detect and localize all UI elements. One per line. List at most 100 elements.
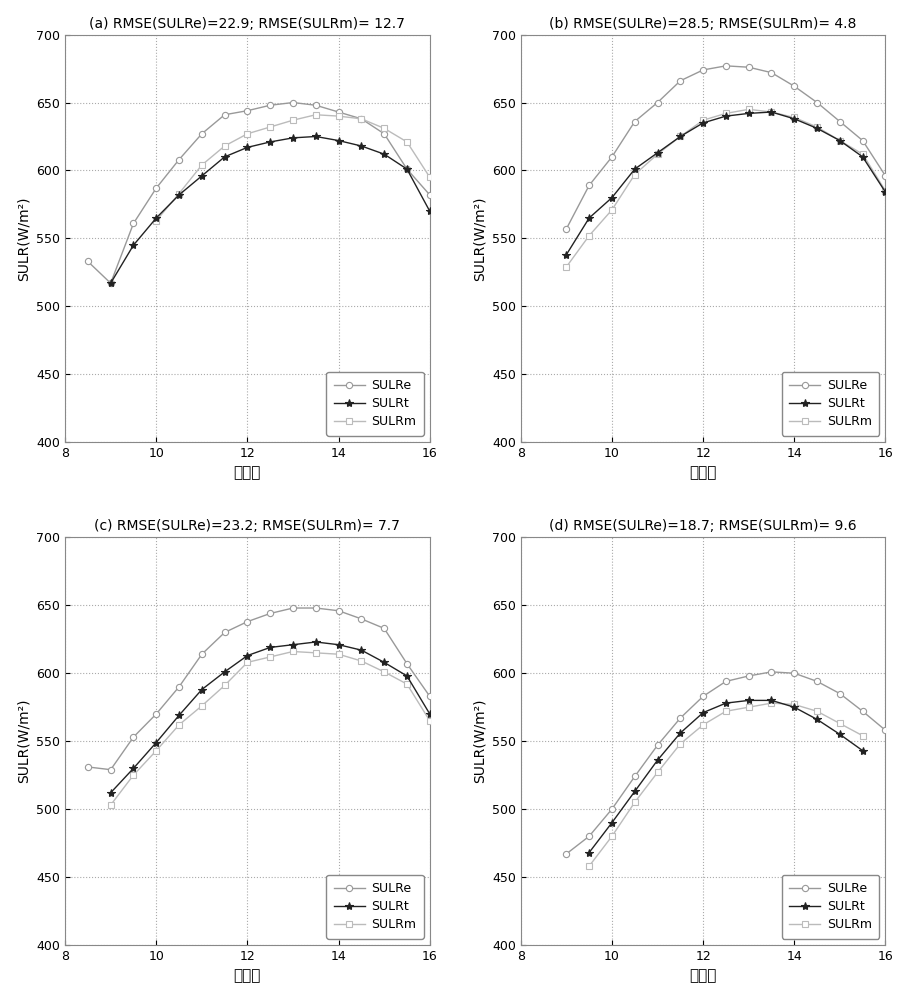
SULRt	[401, 163, 412, 175]
SULRe	[561, 848, 571, 860]
Y-axis label: SULR(W/m²): SULR(W/m²)	[472, 699, 486, 783]
SULRe	[652, 97, 663, 109]
SULRe	[766, 67, 777, 79]
Line: SULRm: SULRm	[107, 648, 433, 808]
Line: SULRe: SULRe	[85, 99, 433, 286]
SULRe	[106, 277, 116, 289]
Legend: SULRe, SULRt, SULRm: SULRe, SULRt, SULRm	[782, 372, 879, 436]
SULRt	[766, 694, 777, 706]
SULRm	[857, 730, 868, 742]
Title: (a) RMSE(SULRe)=22.9; RMSE(SULRm)= 12.7: (a) RMSE(SULRe)=22.9; RMSE(SULRm)= 12.7	[89, 17, 405, 31]
SULRt	[652, 754, 663, 766]
SULRe	[83, 255, 94, 267]
SULRe	[356, 613, 367, 625]
SULRm	[310, 109, 321, 121]
SULRm	[219, 140, 230, 152]
SULRe	[652, 739, 663, 751]
SULRe	[288, 97, 298, 109]
SULRm	[424, 171, 435, 183]
Line: SULRm: SULRm	[586, 700, 865, 869]
SULRe	[128, 217, 139, 229]
SULRe	[174, 681, 185, 693]
SULRm	[583, 230, 594, 242]
SULRm	[174, 188, 185, 200]
SULRt	[356, 644, 367, 656]
Line: SULRm: SULRm	[153, 112, 433, 224]
SULRt	[356, 140, 367, 152]
SULRt	[812, 713, 823, 725]
SULRt	[834, 728, 845, 740]
SULRm	[812, 121, 823, 133]
SULRm	[652, 766, 663, 778]
SULRm	[219, 679, 230, 691]
SULRe	[583, 830, 594, 842]
SULRt	[219, 151, 230, 163]
Line: SULRt: SULRt	[106, 638, 434, 797]
SULRm	[242, 128, 253, 140]
SULRm	[106, 799, 116, 811]
SULRt	[789, 701, 800, 713]
Title: (b) RMSE(SULRe)=28.5; RMSE(SULRm)= 4.8: (b) RMSE(SULRe)=28.5; RMSE(SULRm)= 4.8	[550, 17, 857, 31]
SULRt	[288, 132, 298, 144]
SULRe	[83, 761, 94, 773]
SULRe	[151, 708, 162, 720]
SULRe	[379, 622, 389, 634]
SULRm	[128, 769, 139, 781]
SULRt	[265, 136, 276, 148]
Y-axis label: SULR(W/m²): SULR(W/m²)	[472, 196, 486, 281]
SULRe	[242, 105, 253, 117]
SULRm	[630, 796, 641, 808]
SULRe	[675, 712, 686, 724]
SULRm	[401, 678, 412, 690]
SULRm	[630, 169, 641, 181]
SULRt	[333, 639, 344, 651]
SULRe	[789, 80, 800, 92]
SULRm	[743, 701, 754, 713]
SULRe	[721, 675, 732, 687]
SULRt	[721, 110, 732, 122]
SULRm	[880, 185, 891, 197]
SULRm	[789, 111, 800, 123]
SULRm	[197, 159, 207, 171]
SULRe	[197, 128, 207, 140]
SULRt	[128, 239, 139, 251]
SULRm	[766, 106, 777, 118]
SULRt	[698, 117, 709, 129]
SULRe	[106, 764, 116, 776]
Legend: SULRe, SULRt, SULRm: SULRe, SULRt, SULRm	[326, 372, 423, 436]
SULRt	[698, 707, 709, 719]
SULRe	[857, 135, 868, 147]
SULRm	[812, 705, 823, 717]
SULRt	[675, 130, 686, 142]
SULRt	[333, 135, 344, 147]
SULRm	[834, 717, 845, 729]
SULRt	[743, 107, 754, 119]
SULRt	[197, 684, 207, 696]
SULRm	[675, 738, 686, 750]
SULRe	[606, 151, 617, 163]
Line: SULRt: SULRt	[106, 132, 434, 287]
SULRm	[424, 715, 435, 727]
SULRe	[219, 626, 230, 638]
Title: (d) RMSE(SULRe)=18.7; RMSE(SULRm)= 9.6: (d) RMSE(SULRe)=18.7; RMSE(SULRm)= 9.6	[550, 519, 857, 533]
SULRe	[812, 97, 823, 109]
SULRe	[812, 675, 823, 687]
SULRt	[310, 130, 321, 142]
SULRt	[424, 205, 435, 217]
SULRm	[379, 666, 389, 678]
SULRe	[242, 616, 253, 628]
X-axis label: 本地时: 本地时	[690, 968, 717, 983]
SULRe	[128, 731, 139, 743]
SULRe	[401, 658, 412, 670]
SULRt	[151, 212, 162, 224]
SULRm	[834, 135, 845, 147]
Legend: SULRe, SULRt, SULRm: SULRe, SULRt, SULRm	[326, 875, 423, 939]
SULRe	[333, 106, 344, 118]
SULRm	[333, 648, 344, 660]
Line: SULRt: SULRt	[585, 696, 867, 857]
SULRt	[675, 727, 686, 739]
SULRt	[630, 785, 641, 797]
SULRe	[766, 666, 777, 678]
SULRt	[721, 697, 732, 709]
SULRm	[721, 107, 732, 119]
